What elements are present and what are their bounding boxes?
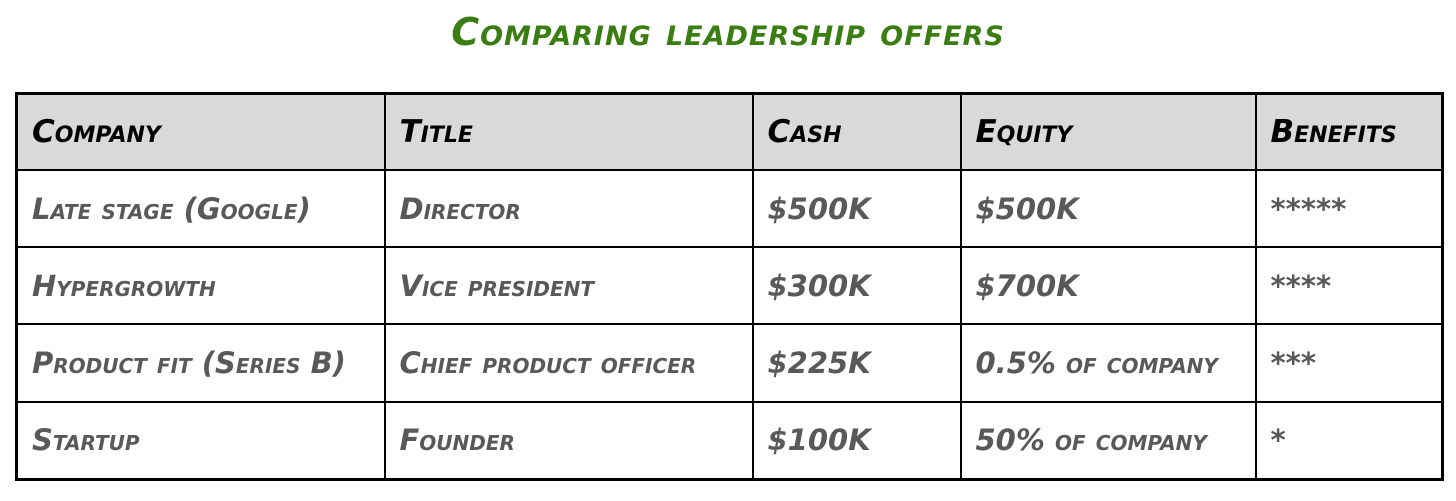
table-row: Startup Founder $100K 50% of company * bbox=[15, 400, 1444, 481]
column-header-company: Company bbox=[15, 92, 386, 171]
column-header-cash: Cash bbox=[751, 92, 962, 171]
cell-equity: $700K bbox=[959, 246, 1257, 326]
cell-cash: $500K bbox=[751, 168, 962, 249]
column-header-benefits: Benefits bbox=[1254, 92, 1444, 171]
cell-equity: 50% of company bbox=[959, 400, 1257, 481]
cell-title: Chief product officer bbox=[383, 323, 754, 403]
cell-company: Hypergrowth bbox=[15, 246, 386, 326]
cell-title: Director bbox=[383, 168, 754, 249]
cell-benefits: ***** bbox=[1254, 168, 1444, 249]
cell-company: Product fit (Series B) bbox=[15, 323, 386, 403]
cell-equity: $500K bbox=[959, 168, 1257, 249]
cell-title: Vice president bbox=[383, 246, 754, 326]
cell-benefits: * bbox=[1254, 400, 1444, 481]
cell-cash: $100K bbox=[751, 400, 962, 481]
cell-equity: 0.5% of company bbox=[959, 323, 1257, 403]
cell-benefits: *** bbox=[1254, 323, 1444, 403]
table-row: Late stage (Google) Director $500K $500K… bbox=[15, 168, 1444, 249]
cell-company: Late stage (Google) bbox=[15, 168, 386, 249]
column-header-title: Title bbox=[383, 92, 754, 171]
cell-cash: $300K bbox=[751, 246, 962, 326]
table-row: Hypergrowth Vice president $300K $700K *… bbox=[15, 246, 1444, 326]
header-row: Company Title Cash Equity Benefits bbox=[15, 92, 1444, 171]
table-row: Product fit (Series B) Chief product off… bbox=[15, 323, 1444, 403]
cell-title: Founder bbox=[383, 400, 754, 481]
cell-cash: $225K bbox=[751, 323, 962, 403]
cell-company: Startup bbox=[15, 400, 386, 481]
column-header-equity: Equity bbox=[959, 92, 1257, 171]
table-title: Comparing leadership offers bbox=[451, 10, 1005, 54]
cell-benefits: **** bbox=[1254, 246, 1444, 326]
offers-table: Company Title Cash Equity Benefits Late … bbox=[15, 92, 1444, 481]
